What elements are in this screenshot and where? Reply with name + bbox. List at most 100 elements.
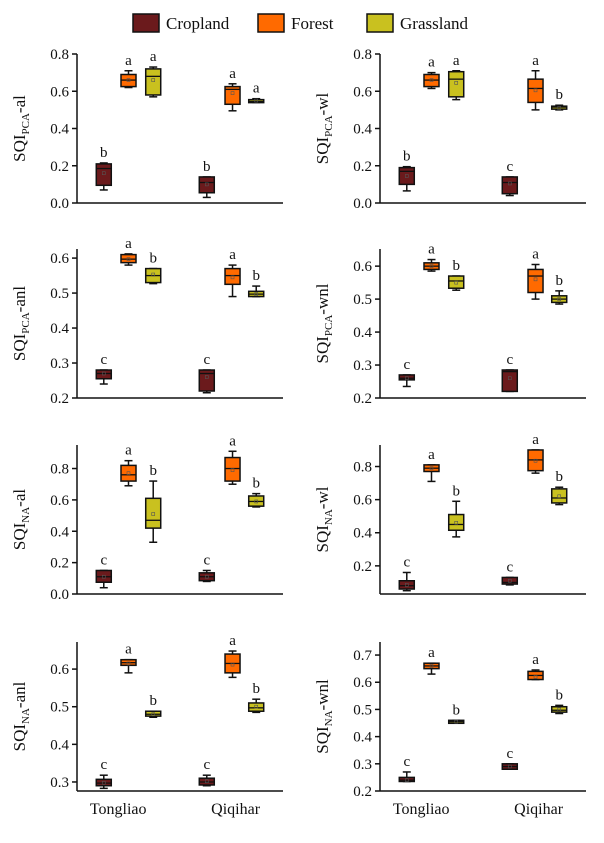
panel-na-wl: 0.2 0.4 0.6 0.8 SQINA-wl c a b c a b — [313, 432, 586, 595]
box-tongliao-forest: a — [423, 447, 440, 483]
significance-letter: b — [452, 483, 460, 499]
y-axis-label: SQINA-wl — [313, 486, 335, 552]
box-iqr — [398, 580, 416, 590]
significance-letter: b — [203, 159, 211, 175]
box-tongliao-grassland: a — [144, 49, 162, 98]
x-category-label: Qiqihar — [514, 801, 564, 818]
y-tick-label: 0.6 — [353, 675, 372, 691]
y-tick-label: 0.4 — [50, 737, 69, 753]
panel-na-wnl: 0.2 0.3 0.4 0.5 0.6 0.7 SQINA-wnl c a b c a b Tonglia… — [313, 642, 586, 818]
significance-letter: a — [150, 49, 157, 65]
significance-letter: c — [203, 352, 210, 368]
mean-marker — [230, 468, 235, 472]
box-tongliao-cropland: b — [95, 145, 113, 191]
mean-marker — [101, 780, 106, 785]
mean-marker — [557, 106, 562, 110]
box-qiqihar-grassland: b — [247, 681, 265, 714]
mean-marker — [101, 171, 106, 175]
box-tongliao-grassland: b — [447, 483, 465, 538]
significance-letter: a — [532, 652, 539, 668]
y-tick-label: 0.4 — [50, 524, 69, 540]
legend-label-grassland: Grassland — [400, 14, 468, 33]
box-iqr — [550, 705, 568, 713]
significance-letter: c — [203, 552, 210, 568]
x-category-label: Tongliao — [393, 801, 450, 818]
mean-marker — [230, 91, 235, 95]
significance-letter: b — [555, 273, 563, 289]
box-tongliao-grassland: b — [447, 702, 465, 725]
box-tongliao-forest: a — [120, 642, 137, 674]
box-tongliao-grassland: b — [447, 258, 465, 291]
mean-marker — [557, 494, 562, 499]
y-tick-label: 0.4 — [50, 321, 69, 337]
box-qiqihar-cropland: c — [198, 757, 216, 787]
significance-letter: b — [252, 476, 260, 492]
significance-letter: b — [403, 149, 411, 165]
box-iqr — [527, 78, 544, 104]
y-tick-label: 0.3 — [50, 356, 69, 372]
mean-marker — [429, 466, 434, 470]
y-tick-label: 0.4 — [353, 526, 372, 542]
significance-letter: c — [506, 559, 513, 575]
box-qiqihar-cropland: c — [501, 746, 519, 770]
box-iqr — [224, 456, 241, 482]
significance-letter: a — [125, 642, 132, 658]
legend-swatch-forest — [257, 13, 285, 33]
box-qiqihar-forest: a — [527, 652, 544, 681]
box-iqr — [447, 513, 465, 532]
box-tongliao-forest: a — [120, 443, 137, 487]
significance-letter: c — [100, 352, 107, 368]
mean-marker — [454, 280, 459, 285]
significance-letter: a — [428, 645, 435, 661]
significance-letter: a — [532, 53, 539, 69]
y-tick-label: 0.2 — [50, 159, 69, 175]
mean-marker — [557, 297, 562, 301]
mean-marker — [429, 664, 434, 668]
mean-marker — [429, 78, 434, 82]
box-qiqihar-grassland: b — [247, 268, 265, 298]
significance-letter: c — [506, 746, 513, 762]
box-iqr — [447, 275, 465, 289]
mean-marker — [404, 583, 409, 587]
significance-letter: a — [125, 236, 132, 252]
significance-letter: c — [203, 757, 210, 773]
box-tongliao-forest: a — [120, 53, 137, 89]
box-tongliao-cropland: c — [95, 552, 113, 589]
legend-swatch-grassland — [366, 13, 394, 33]
significance-letter: a — [229, 433, 236, 449]
mean-marker — [507, 578, 512, 583]
box-qiqihar-grassland: b — [550, 87, 568, 111]
mean-marker — [507, 764, 512, 769]
significance-letter: b — [149, 693, 157, 709]
box-tongliao-cropland: c — [398, 357, 416, 388]
mean-marker — [404, 174, 409, 178]
box-qiqihar-cropland: c — [501, 559, 519, 586]
panel-pca-wl: 0.0 0.2 0.4 0.6 0.8 SQIPCA-wl b a a c a b — [313, 47, 586, 212]
significance-letter: c — [100, 757, 107, 773]
legend-swatch-cropland — [132, 13, 160, 33]
box-iqr — [144, 497, 162, 529]
y-tick-label: 0.5 — [353, 292, 372, 308]
panel-na-anl: 0.3 0.4 0.5 0.6 SQINA-anl c a b c a b Tongliao Qiqih… — [10, 633, 283, 818]
mean-marker — [254, 292, 259, 296]
box-iqr — [224, 85, 241, 106]
mean-marker — [454, 521, 459, 525]
y-tick-label: 0.6 — [353, 84, 372, 100]
box-tongliao-cropland: c — [95, 352, 113, 385]
significance-letter: a — [229, 633, 236, 649]
y-tick-label: 0.8 — [353, 460, 372, 476]
mean-marker — [429, 264, 434, 268]
y-tick-label: 0.5 — [50, 286, 69, 302]
y-axis-label: SQIPCA-anl — [10, 286, 32, 362]
mean-marker — [126, 471, 131, 476]
box-qiqihar-forest: a — [224, 247, 241, 298]
box-iqr — [95, 369, 113, 380]
y-tick-label: 0.2 — [353, 159, 372, 175]
mean-marker — [126, 661, 131, 666]
mean-marker — [254, 704, 259, 709]
significance-letter: a — [125, 53, 132, 69]
significance-letter: c — [403, 357, 410, 373]
box-tongliao-grassland: b — [144, 693, 162, 719]
